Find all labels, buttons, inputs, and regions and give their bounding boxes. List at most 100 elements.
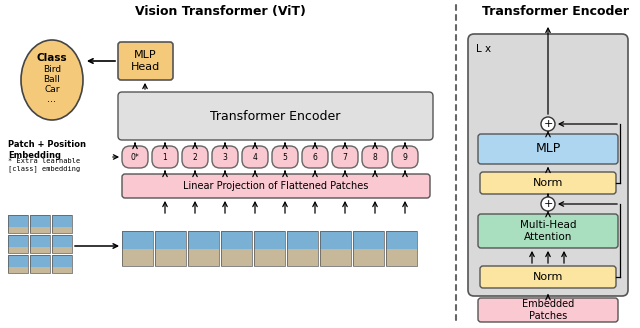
Bar xyxy=(30,227,50,233)
Circle shape xyxy=(541,197,555,211)
Text: 6: 6 xyxy=(312,153,317,161)
Bar xyxy=(122,231,153,249)
Bar xyxy=(30,215,50,233)
FancyBboxPatch shape xyxy=(152,146,178,168)
Bar xyxy=(353,231,384,266)
Bar xyxy=(30,235,50,247)
Bar xyxy=(52,227,72,233)
Text: 2: 2 xyxy=(193,153,197,161)
Bar xyxy=(386,231,417,266)
Bar xyxy=(8,215,28,227)
FancyBboxPatch shape xyxy=(118,92,433,140)
FancyBboxPatch shape xyxy=(212,146,238,168)
Bar xyxy=(155,231,186,249)
FancyBboxPatch shape xyxy=(118,42,173,80)
Text: Car: Car xyxy=(44,85,60,93)
Bar xyxy=(188,231,219,249)
Bar xyxy=(221,231,252,249)
Bar xyxy=(52,215,72,227)
Text: Ball: Ball xyxy=(44,74,60,84)
Bar xyxy=(386,249,417,266)
Bar xyxy=(8,235,28,253)
Bar xyxy=(8,215,28,233)
Text: Norm: Norm xyxy=(533,178,563,188)
FancyBboxPatch shape xyxy=(480,266,616,288)
Bar xyxy=(52,235,72,253)
Bar xyxy=(221,231,252,266)
FancyBboxPatch shape xyxy=(122,146,148,168)
Bar xyxy=(254,249,285,266)
Bar xyxy=(8,255,28,273)
FancyBboxPatch shape xyxy=(362,146,388,168)
Text: 8: 8 xyxy=(372,153,378,161)
FancyBboxPatch shape xyxy=(478,134,618,164)
Bar xyxy=(30,235,50,253)
Bar xyxy=(52,255,72,267)
Bar xyxy=(155,231,186,266)
Bar xyxy=(52,215,72,233)
Bar xyxy=(353,231,384,249)
FancyBboxPatch shape xyxy=(392,146,418,168)
Text: MLP
Head: MLP Head xyxy=(131,50,160,72)
Circle shape xyxy=(541,117,555,131)
Text: Class: Class xyxy=(36,53,67,63)
Bar xyxy=(122,249,153,266)
FancyBboxPatch shape xyxy=(480,172,616,194)
Text: Patch + Position
Embedding: Patch + Position Embedding xyxy=(8,140,86,160)
Text: Vision Transformer (ViT): Vision Transformer (ViT) xyxy=(134,5,305,18)
Bar xyxy=(221,249,252,266)
Bar xyxy=(30,215,50,227)
Text: * Extra learnable
[class] embedding: * Extra learnable [class] embedding xyxy=(8,158,80,172)
Text: MLP: MLP xyxy=(536,142,561,155)
Text: 3: 3 xyxy=(223,153,227,161)
Bar xyxy=(30,255,50,273)
Bar xyxy=(122,231,153,266)
Text: Multi-Head
Attention: Multi-Head Attention xyxy=(520,220,576,242)
Bar xyxy=(287,231,318,266)
Bar xyxy=(30,247,50,253)
Text: Transformer Encoder: Transformer Encoder xyxy=(211,110,340,122)
Text: +: + xyxy=(543,199,553,209)
Bar xyxy=(254,231,285,266)
Text: 1: 1 xyxy=(163,153,168,161)
FancyBboxPatch shape xyxy=(182,146,208,168)
FancyBboxPatch shape xyxy=(468,34,628,296)
Bar xyxy=(52,247,72,253)
Text: Transformer Encoder: Transformer Encoder xyxy=(481,5,628,18)
Text: 0*: 0* xyxy=(131,153,140,161)
Bar xyxy=(320,231,351,249)
Bar xyxy=(30,267,50,273)
Bar xyxy=(254,231,285,249)
FancyBboxPatch shape xyxy=(332,146,358,168)
Bar xyxy=(353,249,384,266)
FancyBboxPatch shape xyxy=(122,174,430,198)
FancyBboxPatch shape xyxy=(478,214,618,248)
Text: +: + xyxy=(543,119,553,129)
Bar xyxy=(386,231,417,249)
Bar xyxy=(8,227,28,233)
Bar xyxy=(188,249,219,266)
Bar xyxy=(52,255,72,273)
Bar xyxy=(8,247,28,253)
FancyBboxPatch shape xyxy=(272,146,298,168)
FancyBboxPatch shape xyxy=(302,146,328,168)
Bar xyxy=(320,231,351,266)
Text: 4: 4 xyxy=(253,153,257,161)
FancyBboxPatch shape xyxy=(242,146,268,168)
Text: Linear Projection of Flattened Patches: Linear Projection of Flattened Patches xyxy=(183,181,369,191)
Bar xyxy=(320,249,351,266)
Ellipse shape xyxy=(21,40,83,120)
Text: L x: L x xyxy=(476,44,491,54)
Text: 9: 9 xyxy=(403,153,408,161)
Bar xyxy=(8,267,28,273)
Bar xyxy=(155,249,186,266)
Bar xyxy=(8,235,28,247)
Text: Bird: Bird xyxy=(43,65,61,73)
Bar xyxy=(30,255,50,267)
Text: 7: 7 xyxy=(342,153,348,161)
Text: Norm: Norm xyxy=(533,272,563,282)
Bar xyxy=(52,267,72,273)
Bar xyxy=(287,231,318,249)
Bar xyxy=(188,231,219,266)
Text: 5: 5 xyxy=(283,153,287,161)
